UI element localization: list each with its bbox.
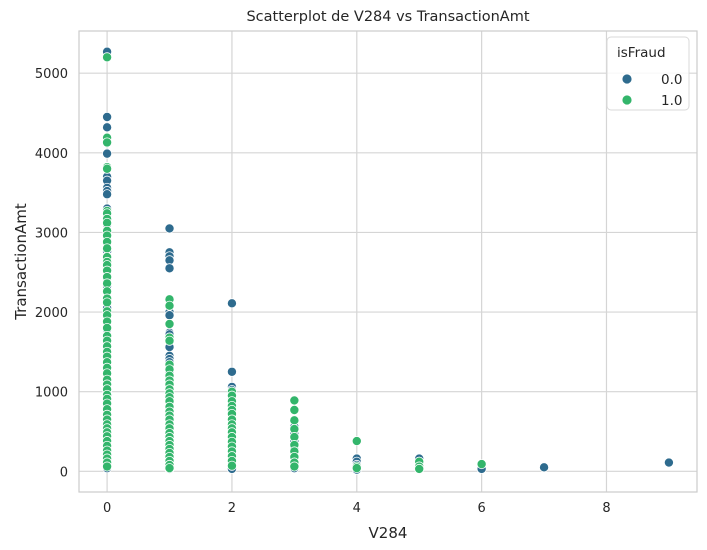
- legend-label: 0.0: [661, 72, 682, 88]
- data-point-isfraud-1-0: [102, 243, 113, 254]
- data-point-isfraud-1-0: [164, 319, 175, 330]
- data-point-isfraud-1-0: [102, 297, 113, 308]
- data-point-isfraud-1-0: [164, 300, 175, 311]
- plot-frame: [78, 30, 698, 493]
- data-point-isfraud-1-0: [226, 460, 237, 471]
- legend-title: isFraud: [617, 45, 666, 61]
- data-point-isfraud-1-0: [289, 415, 300, 426]
- data-point-isfraud-1-0: [476, 459, 487, 470]
- data-point-isfraud-1-0: [164, 335, 175, 346]
- legend-marker: [621, 94, 633, 106]
- y-tick-label: 5000: [35, 67, 68, 82]
- data-point-isfraud-1-0: [351, 436, 362, 447]
- x-axis-title: V284: [369, 524, 408, 542]
- x-tick-label: 2: [228, 501, 236, 516]
- legend-marker: [621, 73, 633, 85]
- data-point-isfraud-0-0: [102, 148, 113, 159]
- data-point-isfraud-0-0: [102, 111, 113, 122]
- y-tick-label: 0: [60, 465, 68, 480]
- data-point-isfraud-0-0: [164, 263, 175, 274]
- y-tick-label: 2000: [35, 306, 68, 321]
- data-point-isfraud-0-0: [102, 189, 113, 200]
- data-point-isfraud-1-0: [102, 52, 113, 63]
- data-point-isfraud-0-0: [164, 223, 175, 234]
- data-point-isfraud-1-0: [289, 404, 300, 415]
- data-point-isfraud-0-0: [539, 462, 550, 473]
- data-point-isfraud-0-0: [164, 310, 175, 321]
- data-point-isfraud-0-0: [226, 298, 237, 309]
- data-point-isfraud-1-0: [351, 463, 362, 474]
- data-point-isfraud-1-0: [289, 461, 300, 472]
- x-tick-label: 8: [602, 501, 610, 516]
- data-point-isfraud-0-0: [226, 366, 237, 377]
- chart-title: Scatterplot de V284 vs TransactionAmt: [246, 9, 529, 25]
- legend-label: 1.0: [661, 93, 682, 109]
- y-tick-label: 4000: [35, 147, 68, 162]
- data-point-isfraud-0-0: [102, 122, 113, 133]
- data-point-isfraud-0-0: [663, 457, 674, 468]
- data-point-isfraud-1-0: [102, 163, 113, 174]
- data-point-isfraud-1-0: [102, 461, 113, 472]
- legend-box: [606, 36, 690, 111]
- y-axis-title: TransactionAmt: [12, 203, 30, 321]
- x-tick-label: 4: [353, 501, 361, 516]
- data-point-isfraud-1-0: [164, 463, 175, 474]
- x-tick-label: 0: [103, 501, 111, 516]
- y-tick-label: 1000: [35, 386, 68, 401]
- y-tick-label: 3000: [35, 226, 68, 241]
- data-point-isfraud-1-0: [289, 395, 300, 406]
- data-point-isfraud-1-0: [414, 463, 425, 474]
- x-tick-label: 6: [477, 501, 485, 516]
- data-point-isfraud-1-0: [102, 137, 113, 148]
